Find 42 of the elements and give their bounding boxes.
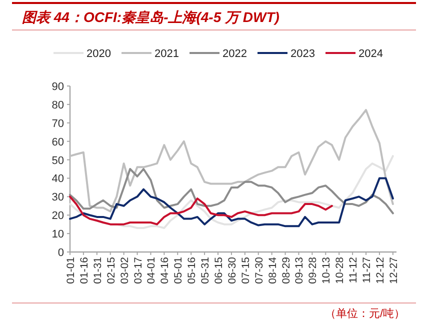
y-tick-label: 50	[52, 154, 64, 167]
legend-label: 2023	[290, 48, 315, 60]
x-tick-label: 06-15	[213, 256, 225, 284]
legend-label: 2024	[358, 48, 383, 60]
y-tick-label: 60	[52, 136, 64, 148]
x-tick-label: 05-01	[172, 256, 185, 284]
y-tick-label: 80	[52, 99, 64, 112]
legend-label: 2021	[154, 48, 179, 60]
x-tick-label: 09-28	[307, 256, 320, 284]
x-tick-label: 05-31	[200, 256, 212, 284]
y-tick-label: 90	[52, 81, 64, 93]
x-tick-label: 03-02	[118, 256, 131, 284]
chart-title: 图表 44：OCFI:秦皇岛-上海(4-5 万 DWT)	[22, 9, 280, 25]
x-tick-label: 04-01	[146, 256, 158, 284]
x-tick-label: 12-27	[388, 256, 400, 284]
x-tick-label: 02-15	[105, 256, 118, 284]
x-tick-label: 06-30	[226, 256, 238, 284]
x-tick-label: 12-12	[374, 256, 386, 284]
y-tick-label: 30	[52, 192, 64, 204]
x-tick-label: 10-28	[334, 256, 346, 284]
x-tick-label: 01-16	[78, 256, 90, 284]
y-tick-label: 40	[52, 173, 64, 186]
y-tick-label: 0	[58, 247, 64, 259]
x-tick-label: 03-17	[132, 256, 144, 284]
legend-label: 2020	[86, 48, 111, 60]
x-tick-label: 09-13	[294, 256, 306, 284]
text: （单位：元/吨）	[324, 307, 405, 320]
x-tick-label: 04-16	[159, 256, 172, 284]
x-tick-label: 07-30	[253, 256, 266, 284]
x-tick-label: 05-16	[186, 256, 198, 284]
x-tick-label: 11-12	[348, 256, 360, 284]
x-tick-label: 10-13	[320, 256, 333, 284]
x-tick-label: 08-14	[266, 256, 279, 284]
x-tick-label: 01-31	[92, 256, 104, 284]
y-tick-label: 20	[52, 210, 64, 222]
y-tick-label: 10	[52, 228, 64, 241]
x-tick-label: 07-15	[240, 256, 252, 284]
legend-label: 2022	[222, 48, 247, 60]
x-tick-label: 08-29	[280, 256, 292, 284]
x-tick-label: 11-27	[361, 256, 374, 284]
y-tick-label: 70	[52, 118, 64, 130]
x-tick-label: 01-01	[65, 256, 77, 284]
